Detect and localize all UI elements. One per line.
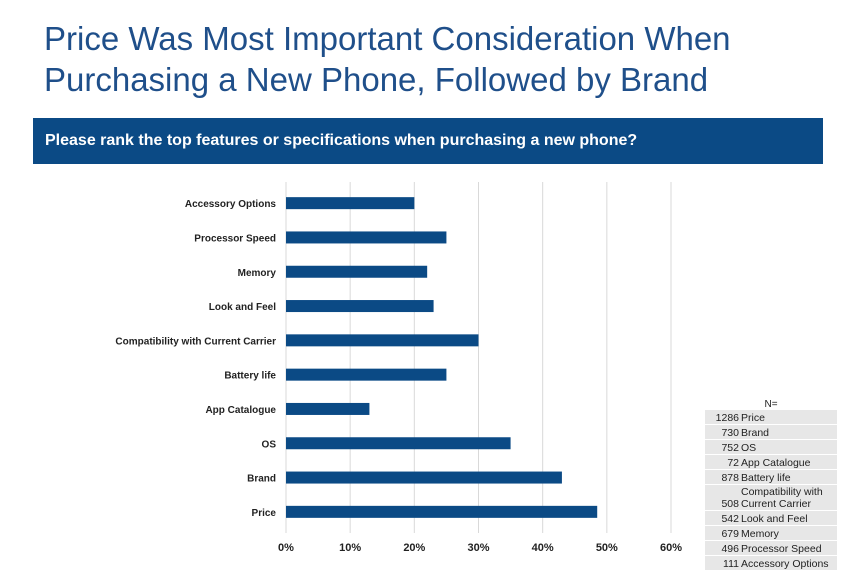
sample-size-row: 752 OS xyxy=(705,440,837,455)
sample-size-label: App Catalogue xyxy=(741,457,811,469)
sample-size-count: 111 xyxy=(723,558,739,570)
bar xyxy=(286,402,370,415)
sample-size-header: N= xyxy=(764,399,778,410)
x-tick-label: 0% xyxy=(278,542,294,554)
sample-size-row: 72 App Catalogue xyxy=(705,455,837,470)
bar xyxy=(286,437,511,450)
bar xyxy=(286,505,598,518)
sample-size-row: 111 Accessory Options xyxy=(705,556,837,571)
bar xyxy=(286,334,479,347)
sample-size-label: Battery life xyxy=(741,472,791,484)
x-tick-label: 20% xyxy=(403,542,425,554)
sample-size-row: 508 Compatibility with Current Carrier xyxy=(705,485,837,511)
question-banner: Please rank the top features or specific… xyxy=(33,118,823,164)
x-tick-label: 50% xyxy=(596,542,618,554)
sample-size-count: 1286 xyxy=(715,412,739,424)
sample-size-label: Accessory Options xyxy=(741,558,829,570)
page-title: Price Was Most Important Consideration W… xyxy=(44,20,731,98)
x-tick-label: 60% xyxy=(660,542,682,554)
sample-size-label: Memory xyxy=(741,528,779,540)
bar xyxy=(286,300,434,313)
bar xyxy=(286,368,447,381)
sample-size-row: 496 Processor Speed xyxy=(705,541,837,556)
bar xyxy=(286,265,428,278)
x-tick-label: 10% xyxy=(339,542,361,554)
sample-size-row: 679 Memory xyxy=(705,526,837,541)
feature-ranking-bar-chart: 0% 10% 20% 30% 40% 50% 60% Accessory Options Pro… xyxy=(115,182,682,554)
sample-size-count: 542 xyxy=(721,513,739,525)
sample-size-count: 508 xyxy=(721,498,739,510)
sample-size-label: Price xyxy=(741,412,765,424)
category-label: Memory xyxy=(238,268,277,279)
category-label: Look and Feel xyxy=(209,302,276,313)
sample-size-label: Brand xyxy=(741,427,770,439)
category-label: Accessory Options xyxy=(185,199,277,210)
sample-size-label: Compatibility with Current Carrier xyxy=(741,486,823,510)
sample-size-row: 542 Look and Feel xyxy=(705,511,837,526)
sample-size-row: 730 Brand xyxy=(705,425,837,440)
category-label: Price xyxy=(252,508,277,519)
bar xyxy=(286,471,562,484)
category-label: OS xyxy=(262,439,277,450)
sample-size-label: OS xyxy=(741,442,757,454)
bar xyxy=(286,231,447,244)
category-label: Brand xyxy=(247,474,276,485)
bar xyxy=(286,197,415,210)
sample-size-count: 72 xyxy=(727,457,739,469)
x-tick-label: 40% xyxy=(532,542,554,554)
category-label: Compatibility with Current Carrier xyxy=(115,336,276,347)
sample-size-count: 730 xyxy=(721,427,739,439)
category-label: App Catalogue xyxy=(205,405,276,416)
sample-size-row: 878 Battery life xyxy=(705,470,837,485)
sample-size-row: 1286 Price xyxy=(705,410,837,425)
sample-size-count: 752 xyxy=(721,442,739,454)
sample-size-label: Processor Speed xyxy=(741,543,822,555)
category-label: Battery life xyxy=(224,371,276,382)
sample-size-count: 496 xyxy=(721,543,739,555)
sample-size-table: N= 1286 Price 730 Brand 752 OS 72 App Catalogue… xyxy=(705,400,837,571)
x-tick-label: 30% xyxy=(467,542,489,554)
sample-size-label: Look and Feel xyxy=(741,513,808,525)
sample-size-count: 878 xyxy=(721,472,739,484)
category-label: Processor Speed xyxy=(194,233,276,244)
sample-size-count: 679 xyxy=(721,528,739,540)
